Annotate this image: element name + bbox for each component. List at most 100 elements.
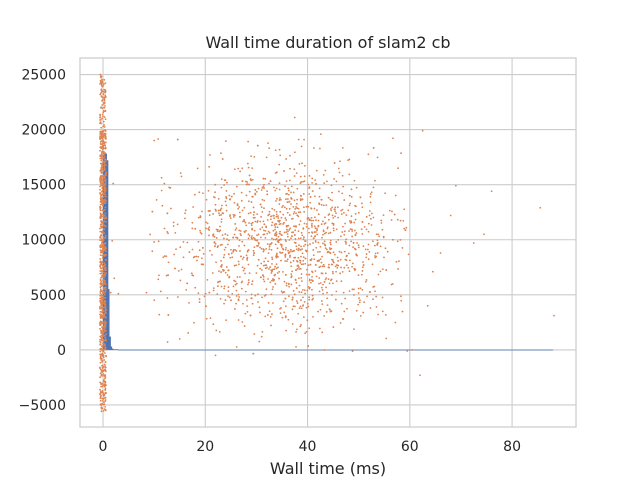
scatter-point [297,207,300,210]
scatter-point [361,202,363,205]
scatter-point [350,221,353,224]
scatter-point [111,239,114,242]
scatter-point [165,274,168,277]
scatter-point [273,268,276,270]
scatter-point [377,273,380,276]
scatter-point [214,191,217,194]
scatter-point [252,206,255,209]
scatter-point [327,250,330,253]
scatter-point [102,278,105,281]
scatter-point [157,278,160,281]
scatter-point [354,204,356,207]
scatter-point [102,273,105,276]
scatter-point [310,216,313,219]
scatter-point [241,266,244,269]
scatter-point [302,180,304,183]
scatter-point [160,176,163,179]
scatter-point [296,260,299,263]
scatter-point [304,332,307,335]
scatter-point [157,138,160,140]
scatter-point [383,256,385,259]
scatter-point [102,136,105,139]
scatter-point [311,298,314,301]
scatter-point [275,256,278,259]
scatter-point [308,193,311,195]
scatter-point [312,249,315,251]
scatter-point [173,253,175,256]
scatter-point [321,255,323,258]
scatter-point [101,113,104,116]
scatter-point [102,286,105,289]
scatter-point [257,242,260,245]
scatter-point [102,403,105,406]
scatter-point [247,237,250,240]
scatter-point [318,277,321,279]
scatter-point [293,234,296,236]
scatter-point [255,190,258,193]
scatter-point [265,248,268,250]
scatter-point [99,310,102,313]
scatter-point [263,280,266,283]
scatter-point [400,299,403,302]
scatter-point [101,383,104,386]
scatter-point [103,394,106,397]
scatter-point [104,288,107,291]
scatter-point [100,261,103,264]
scatter-point [270,279,273,282]
x-tick-label: 80 [503,439,521,455]
scatter-point [99,270,102,272]
scatter-point [250,283,253,286]
scatter-point [99,340,101,343]
scatter-point [266,190,269,193]
scatter-point [100,336,103,339]
scatter-point [104,146,107,149]
scatter-point [332,326,335,328]
scatter-point [104,383,106,386]
scatter-point [374,290,376,293]
scatter-point [336,256,339,259]
scatter-point [367,230,370,233]
scatter-point [104,303,107,306]
scatter-point [100,194,103,197]
scatter-point [153,299,156,302]
scatter-point [99,381,102,384]
scatter-point [99,320,102,323]
scatter-point [103,352,106,354]
scatter-point [407,253,410,256]
scatter-point [343,211,345,214]
scatter-point [374,244,376,247]
scatter-point [280,233,283,236]
scatter-point [256,213,259,216]
scatter-point [449,214,452,217]
scatter-point [289,261,292,264]
scatter-point [103,161,106,164]
scatter-point [105,171,107,174]
scatter-point [105,269,107,271]
scatter-point [104,152,106,154]
scatter-point [99,297,102,300]
scatter-point [211,254,213,256]
scatter-point [472,242,475,244]
scatter-point [317,310,319,313]
scatter-point [101,344,104,347]
scatter-point [255,272,258,274]
scatter-point [99,288,102,291]
scatter-point [104,104,106,107]
scatter-point [102,235,105,238]
scatter-point [100,82,103,85]
scatter-point [337,238,340,241]
scatter-point [266,232,269,235]
scatter-point [225,196,227,198]
scatter-point [361,206,364,209]
scatter-point [340,251,343,254]
scatter-point [300,299,302,301]
scatter-point [105,174,107,177]
scatter-point [231,292,234,295]
scatter-point [101,364,104,367]
scatter-point [307,305,310,308]
scatter-point [208,234,210,237]
scatter-point [359,196,362,199]
scatter-point [348,230,350,232]
plot-area [80,58,576,427]
